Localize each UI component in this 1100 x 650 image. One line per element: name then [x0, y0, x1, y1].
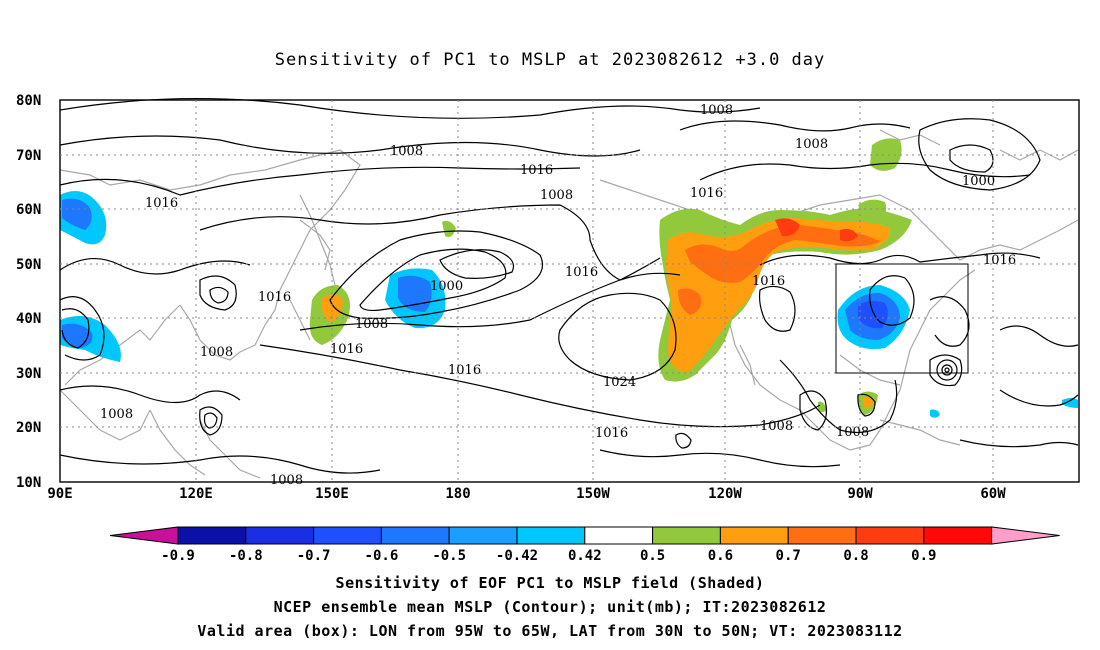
contour-label: 1024 [603, 375, 636, 390]
contour-label: 1016 [752, 274, 785, 289]
caption-line-1: Sensitivity of EOF PC1 to MSLP field (Sh… [335, 574, 765, 592]
colorbar-low-extend [109, 526, 179, 545]
colorbar-label: -0.6 [365, 548, 399, 564]
contour-label: 1008 [795, 137, 828, 152]
contour-label: 1016 [520, 163, 553, 178]
map-frame [59, 99, 1080, 483]
lat-label: 50N [16, 257, 41, 273]
coastlines [59, 129, 1079, 479]
colorbar-bin [245, 526, 315, 545]
mslp-contours [59, 97, 1079, 474]
lon-label: 90W [847, 486, 873, 502]
contour-label: 1016 [145, 196, 178, 211]
lon-label: 120E [179, 486, 213, 502]
valid-area-box [835, 263, 969, 374]
contour-label: 1016 [690, 186, 723, 201]
contour-label: 1016 [330, 342, 363, 357]
colorbar-label: 0.6 [708, 548, 733, 564]
colorbar-bin [380, 526, 450, 545]
colorbar: -0.9 -0.8 -0.7 -0.6 -0.5 -0.42 0.42 0.5 0.6 0.7 0.… [109, 526, 1060, 564]
colorbar-label: 0.8 [843, 548, 868, 564]
contour-label: 1008 [355, 317, 388, 332]
contour-label: 1008 [200, 345, 233, 360]
colorbar-bin [177, 526, 247, 545]
lat-label: 80N [16, 93, 41, 109]
latitude-labels: 80N 70N 60N 50N 40N 30N 20N 10N [16, 93, 41, 491]
contour-label: 1016 [448, 363, 481, 378]
colorbar-bin [719, 526, 789, 545]
colorbar-bin [923, 526, 993, 545]
longitude-labels: 90E 120E 150E 180 150W 120W 90W 60W [47, 486, 1006, 502]
lon-label: 90E [47, 486, 72, 502]
lat-label: 60N [16, 202, 41, 218]
contour-label: 1008 [270, 473, 303, 488]
lon-label: 60W [980, 486, 1006, 502]
contour-label: 1000 [962, 174, 995, 189]
contour-label: 1008 [700, 103, 733, 118]
caption-line-3: Valid area (box): LON from 95W to 65W, L… [197, 622, 903, 640]
contour-label: 1008 [836, 425, 869, 440]
figure-title: Sensitivity of PC1 to MSLP at 2023082612… [274, 50, 826, 70]
colorbar-bin [855, 526, 925, 545]
lon-label: 150W [576, 486, 610, 502]
contour-label: 1008 [760, 419, 793, 434]
lat-label: 10N [16, 475, 41, 491]
lat-label: 40N [16, 311, 41, 327]
colorbar-bin [787, 526, 857, 545]
colorbar-label: 0.5 [640, 548, 665, 564]
lon-label: 120W [708, 486, 742, 502]
contour-label: 1016 [983, 253, 1016, 268]
contour-label: 1016 [565, 265, 598, 280]
contour-label: 1000 [430, 279, 463, 294]
colorbar-bin [448, 526, 518, 545]
lon-label: 180 [445, 486, 470, 502]
contour-label: 1016 [258, 290, 291, 305]
contour-label: 1008 [100, 407, 133, 422]
contour-label: 1016 [595, 426, 628, 441]
lat-label: 20N [16, 420, 41, 436]
lat-label: 30N [16, 366, 41, 382]
colorbar-label: 0.7 [776, 548, 801, 564]
caption-line-2: NCEP ensemble mean MSLP (Contour); unit(… [273, 598, 827, 616]
contour-label: 1008 [540, 188, 573, 203]
lon-label: 150E [315, 486, 349, 502]
colorbar-label: 0.9 [911, 548, 936, 564]
colorbar-label: -0.5 [432, 548, 466, 564]
colorbar-high-extend [991, 526, 1060, 545]
colorbar-bin [516, 526, 586, 545]
colorbar-label: -0.8 [229, 548, 263, 564]
colorbar-label: -0.42 [496, 548, 538, 564]
lat-label: 70N [16, 148, 41, 164]
colorbar-bin [652, 526, 721, 545]
contour-label: 1008 [390, 144, 423, 159]
colorbar-label: -0.7 [297, 548, 331, 564]
colorbar-bin [313, 526, 382, 545]
contour-labels: 1008 1008 1016 1008 1000 1016 1016 1008 … [100, 103, 995, 488]
colorbar-label: 0.42 [568, 548, 602, 564]
sensitivity-shading [60, 138, 1078, 418]
colorbar-bin [584, 526, 654, 545]
colorbar-label: -0.9 [161, 548, 195, 564]
